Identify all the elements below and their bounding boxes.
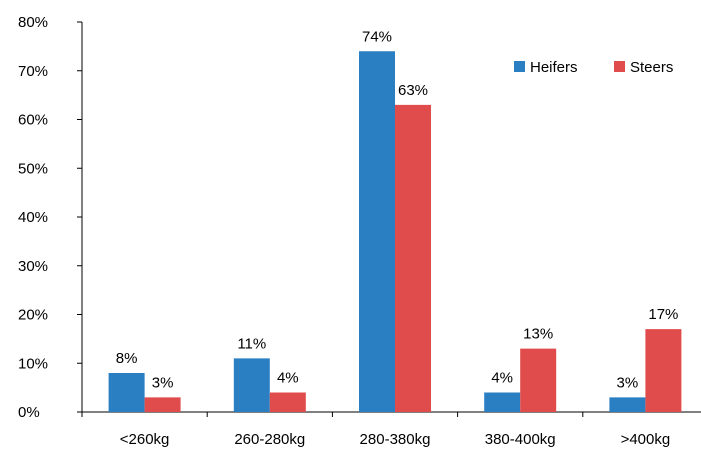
x-tick-label: <260kg [120,431,170,448]
legend-label: Heifers [530,59,578,76]
data-labels: 8% 11% 74% 4% 3% 3% 4% 63% 13% 17% [116,28,679,391]
y-tick-label: 60% [18,112,48,129]
data-label: 63% [398,82,428,99]
data-label: 4% [491,370,513,387]
data-label: 4% [277,370,299,387]
data-label: 3% [152,374,174,391]
y-tick-label: 40% [18,209,48,226]
x-axis: <260kg 260-280kg 280-380kg 380-400kg >400kg [81,411,701,448]
data-label: 11% [237,335,266,352]
y-tick-label: 20% [18,307,48,324]
bar-heifers [609,397,646,412]
bar-series [108,51,682,412]
bar-steers [269,392,306,412]
x-tick-label: 380-400kg [485,431,556,448]
legend-label: Steers [630,59,673,76]
data-label: 17% [648,306,678,323]
x-tick-label: 260-280kg [234,431,305,448]
legend: Heifers Steers [514,59,673,76]
legend-swatch [614,61,625,72]
y-tick-label: 10% [18,355,48,372]
bar-heifers [484,392,521,412]
y-tick-label: 50% [18,160,48,177]
y-tick-label: 80% [18,14,48,31]
y-tick-label: 30% [18,258,48,275]
bar-steers [520,348,557,412]
bar-steers [144,397,181,412]
y-tick-label: 0% [18,404,40,421]
data-label: 8% [116,350,138,367]
y-tick-label: 70% [18,63,48,80]
y-axis: 0% 10% 20% 30% 40% 50% 60% 70% 80% [18,14,83,421]
bar-steers [645,329,682,412]
bar-heifers [108,373,145,412]
bar-heifers [233,358,270,412]
x-tick-label: >400kg [621,431,671,448]
x-tick-label: 280-380kg [360,431,431,448]
data-label: 3% [617,374,639,391]
legend-swatch [514,61,525,72]
bar-steers [395,104,431,412]
data-label: 74% [362,28,392,45]
data-label: 13% [523,326,553,343]
bar-heifers [359,51,395,412]
